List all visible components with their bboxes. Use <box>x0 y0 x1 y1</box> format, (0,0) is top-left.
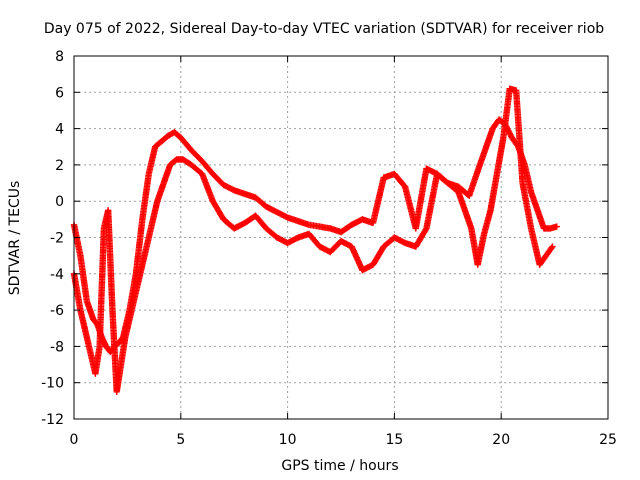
y-tick-label: -10 <box>41 376 64 392</box>
y-tick-label: -2 <box>50 231 64 247</box>
y-tick-label: 6 <box>55 85 64 101</box>
x-tick-label: 20 <box>492 432 510 448</box>
y-tick-label: 0 <box>55 194 64 210</box>
data-point <box>548 244 555 252</box>
data-point <box>553 223 560 230</box>
x-tick-label: 5 <box>176 432 185 448</box>
x-tick-labels: 0 5 10 15 20 25 <box>70 432 617 448</box>
y-tick-label: 4 <box>55 122 64 138</box>
x-axis-label: GPS time / hours <box>281 458 398 474</box>
chart-title: Day 075 of 2022, Sidereal Day-to-day VTE… <box>44 21 604 37</box>
y-tick-labels: -12 -10 -8 -6 -4 -2 0 2 4 6 8 <box>41 49 64 428</box>
y-tick-label: -4 <box>50 267 64 283</box>
x-tick-label: 25 <box>599 432 617 448</box>
data-point <box>422 226 429 233</box>
y-tick-label: 8 <box>55 49 64 65</box>
series-lower-branch <box>70 85 556 395</box>
y-tick-label: 2 <box>55 158 64 174</box>
data-point <box>549 243 556 250</box>
y-tick-label: -12 <box>41 412 64 428</box>
y-tick-label: -8 <box>50 339 64 355</box>
y-axis-label: SDTVAR / TECUs <box>7 181 23 296</box>
x-tick-label: 15 <box>385 432 403 448</box>
x-tick-label: 0 <box>70 432 79 448</box>
y-tick-label: -6 <box>50 303 64 319</box>
x-tick-label: 10 <box>279 432 297 448</box>
data-points <box>70 85 560 395</box>
axis-ticks <box>73 55 609 420</box>
